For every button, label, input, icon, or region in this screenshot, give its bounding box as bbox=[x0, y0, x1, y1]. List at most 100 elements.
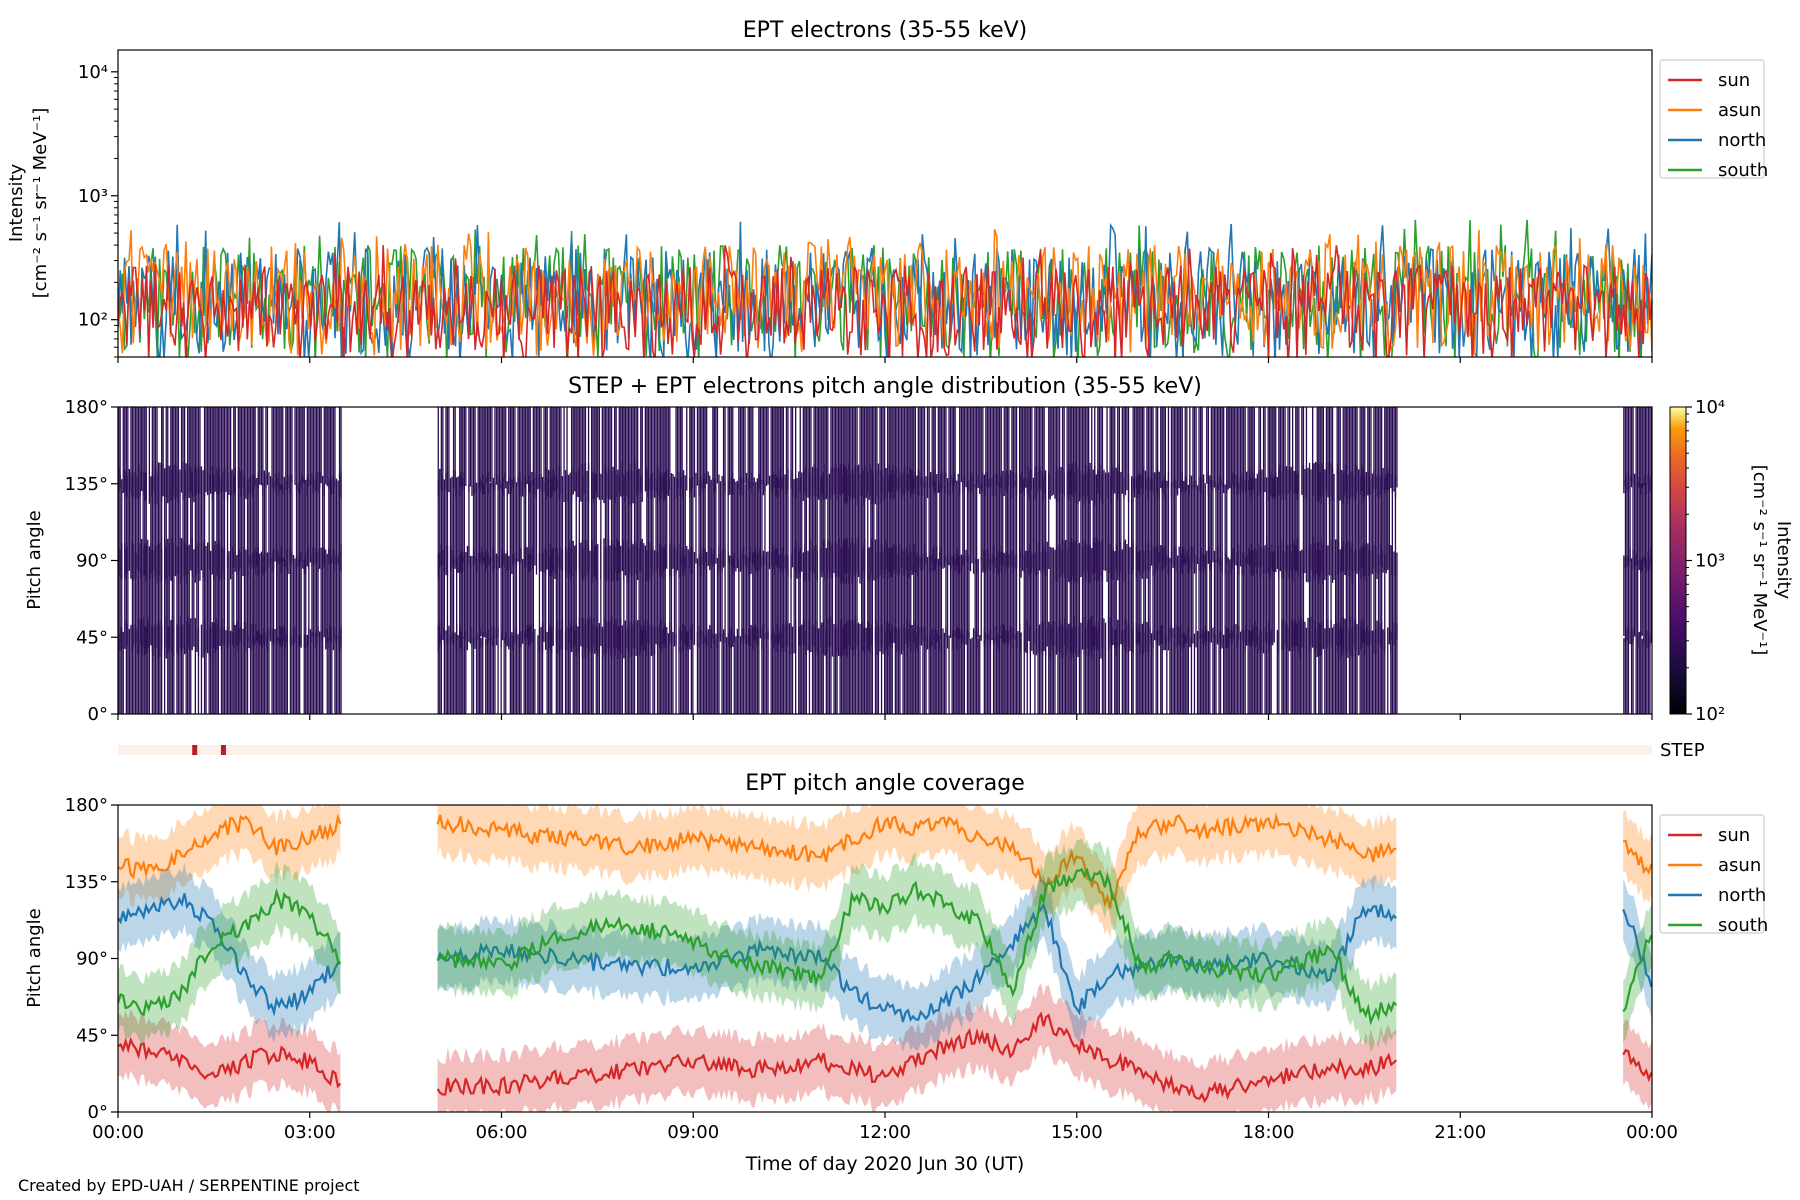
heatmap-cell bbox=[1040, 407, 1042, 491]
heatmap-cell bbox=[1146, 407, 1148, 491]
heatmap-cell bbox=[200, 466, 203, 571]
heatmap-cell bbox=[294, 407, 296, 485]
heatmap-cell bbox=[1338, 407, 1340, 502]
heatmap-cell bbox=[887, 476, 889, 579]
heatmap-cell bbox=[159, 462, 161, 582]
heatmap-cell bbox=[658, 543, 660, 649]
heatmap-cell bbox=[282, 557, 284, 647]
heatmap-cell bbox=[913, 477, 915, 573]
heatmap-cell bbox=[320, 407, 322, 484]
heatmap-cell bbox=[1252, 407, 1254, 489]
heatmap-cell bbox=[963, 476, 965, 566]
heatmap-cell bbox=[750, 407, 752, 495]
heatmap-cell bbox=[1089, 545, 1091, 652]
heatmap-cell bbox=[320, 632, 322, 714]
heatmap-cell bbox=[939, 407, 941, 493]
heatmap-cell bbox=[698, 625, 700, 714]
heatmap-cell bbox=[727, 480, 729, 563]
heatmap-cell bbox=[741, 553, 743, 643]
heatmap-cell bbox=[1193, 481, 1196, 574]
heatmap-cell bbox=[1210, 560, 1212, 643]
heatmap-cell bbox=[1100, 541, 1102, 659]
heatmap-cell bbox=[332, 407, 335, 494]
heatmap-cell bbox=[262, 633, 264, 714]
heatmap-cell bbox=[269, 557, 272, 642]
heatmap-cell bbox=[305, 634, 307, 714]
heatmap-cell bbox=[1310, 544, 1312, 647]
heatmap-cell bbox=[566, 550, 568, 651]
heatmap-cell bbox=[537, 407, 539, 490]
heatmap-cell bbox=[1003, 625, 1005, 714]
heatmap-cell bbox=[879, 407, 881, 504]
heatmap-cell bbox=[1354, 464, 1357, 571]
heatmap-cell bbox=[136, 552, 138, 655]
heatmap-cell bbox=[799, 407, 801, 493]
heatmap-cell bbox=[1196, 631, 1199, 714]
heatmap-cell bbox=[167, 626, 169, 714]
heatmap-cell bbox=[1114, 629, 1116, 714]
heatmap-cell bbox=[329, 550, 331, 642]
heatmap-cell bbox=[1080, 407, 1082, 500]
heatmap-cell bbox=[483, 557, 485, 638]
panel2-ytick-label: 0° bbox=[88, 704, 108, 725]
heatmap-cell bbox=[1052, 621, 1054, 714]
heatmap-cell bbox=[1302, 465, 1305, 573]
heatmap-cell bbox=[1112, 407, 1114, 495]
heatmap-cell bbox=[1094, 626, 1096, 714]
heatmap-cell bbox=[595, 625, 597, 714]
heatmap-cell bbox=[706, 551, 708, 646]
heatmap-cell bbox=[747, 407, 749, 491]
heatmap-cell bbox=[1084, 464, 1087, 582]
heatmap-cell bbox=[472, 548, 475, 643]
heatmap-cell bbox=[188, 407, 190, 498]
heatmap-cell bbox=[1338, 541, 1340, 659]
heatmap-cell bbox=[597, 544, 599, 657]
heatmap-cell bbox=[1270, 544, 1272, 645]
heatmap-cell bbox=[1152, 630, 1154, 714]
heatmap-cell bbox=[966, 481, 969, 562]
heatmap-cell bbox=[1382, 467, 1384, 573]
heatmap-cell bbox=[1376, 477, 1378, 579]
heatmap-cell bbox=[535, 407, 538, 498]
heatmap-cell bbox=[285, 407, 287, 484]
heatmap-cell bbox=[168, 626, 170, 714]
heatmap-cell bbox=[271, 552, 273, 644]
heatmap-cell bbox=[489, 638, 491, 714]
heatmap-cell bbox=[1051, 547, 1053, 646]
heatmap-cell bbox=[274, 473, 276, 562]
heatmap-cell bbox=[750, 624, 752, 714]
heatmap-cell bbox=[306, 407, 308, 496]
heatmap-cell bbox=[1132, 478, 1134, 570]
heatmap-cell bbox=[834, 407, 837, 495]
heatmap-cell bbox=[885, 543, 887, 650]
heatmap-cell bbox=[468, 545, 470, 642]
heatmap-cell bbox=[528, 407, 530, 492]
heatmap-cell bbox=[256, 631, 258, 714]
heatmap-cell bbox=[873, 407, 875, 503]
heatmap-cell bbox=[850, 619, 852, 714]
heatmap-cell bbox=[813, 625, 815, 714]
heatmap-cell bbox=[1328, 407, 1331, 505]
heatmap-cell bbox=[1358, 549, 1360, 656]
heatmap-cell bbox=[690, 407, 692, 492]
heatmap-cell bbox=[615, 474, 617, 582]
heatmap-cell bbox=[446, 629, 449, 714]
heatmap-cell bbox=[877, 463, 880, 579]
heatmap-cell bbox=[1324, 628, 1326, 714]
heatmap-cell bbox=[173, 407, 175, 495]
heatmap-cell bbox=[540, 407, 542, 492]
heatmap-cell bbox=[482, 631, 484, 714]
heatmap-cell bbox=[1374, 475, 1377, 573]
heatmap-cell bbox=[472, 637, 475, 714]
heatmap-cell bbox=[1381, 472, 1383, 568]
heatmap-cell bbox=[1109, 407, 1111, 504]
heatmap-cell bbox=[607, 407, 610, 500]
heatmap-cell bbox=[1305, 407, 1308, 499]
heatmap-cell bbox=[462, 551, 464, 639]
heatmap-cell bbox=[164, 617, 166, 714]
heatmap-cell bbox=[661, 547, 663, 649]
heatmap-cell bbox=[621, 625, 623, 714]
heatmap-cell bbox=[779, 628, 781, 714]
heatmap-cell bbox=[1373, 407, 1375, 490]
heatmap-cell bbox=[910, 624, 912, 714]
